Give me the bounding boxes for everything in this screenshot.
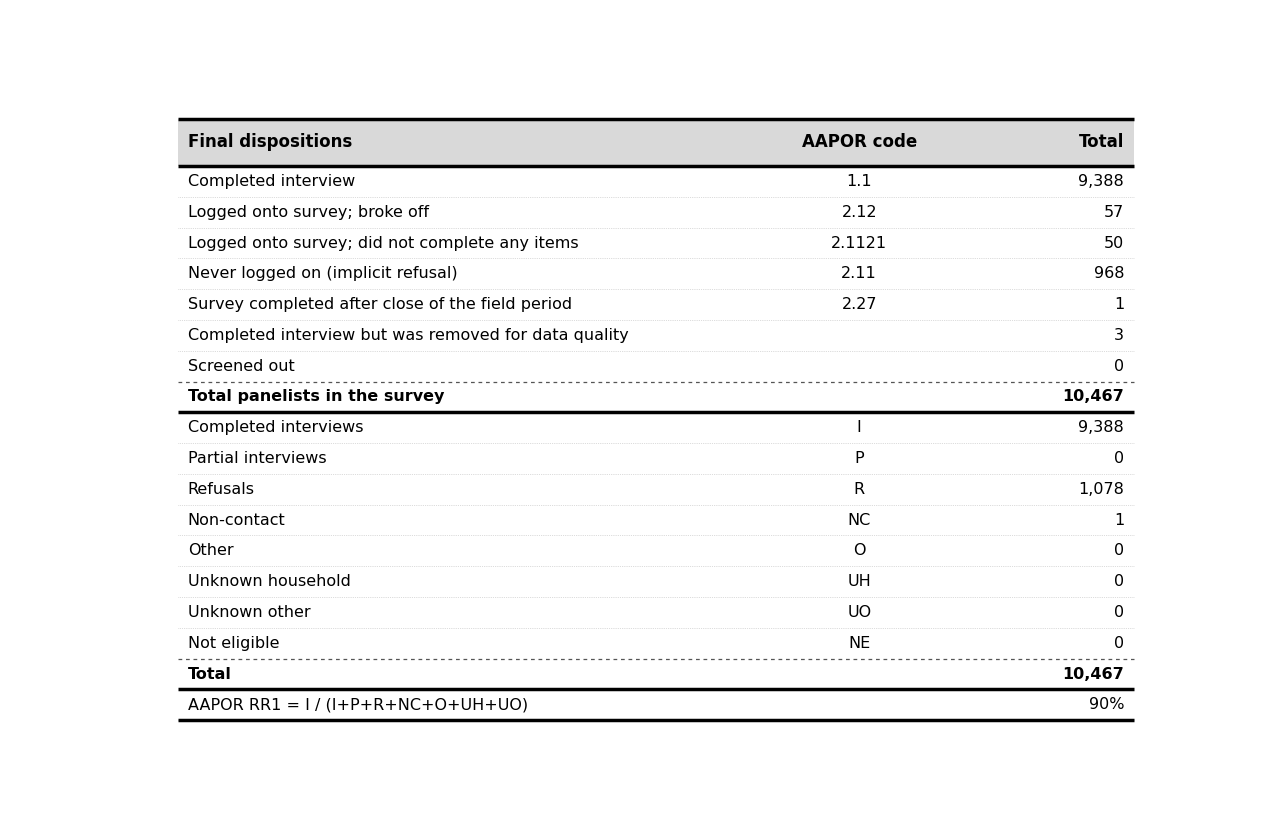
Text: Refusals: Refusals: [188, 482, 255, 496]
Text: Total panelists in the survey: Total panelists in the survey: [188, 390, 444, 404]
Bar: [178, 119, 1134, 166]
Text: Completed interview but was removed for data quality: Completed interview but was removed for …: [188, 328, 628, 343]
Text: NC: NC: [847, 513, 870, 528]
Text: Completed interviews: Completed interviews: [188, 420, 364, 435]
Text: 2.12: 2.12: [841, 205, 877, 219]
Text: 1.1: 1.1: [846, 174, 872, 189]
Text: UH: UH: [847, 574, 872, 589]
Text: 0: 0: [1114, 574, 1124, 589]
Text: P: P: [854, 451, 864, 466]
Text: Logged onto survey; broke off: Logged onto survey; broke off: [188, 205, 429, 219]
Text: Total: Total: [1079, 133, 1124, 151]
Text: NE: NE: [849, 635, 870, 651]
Text: O: O: [852, 543, 865, 558]
Text: 10,467: 10,467: [1062, 390, 1124, 404]
Text: AAPOR RR1 = I / (I+P+R+NC+O+UH+UO): AAPOR RR1 = I / (I+P+R+NC+O+UH+UO): [188, 697, 527, 713]
Text: 2.27: 2.27: [841, 297, 877, 312]
Text: 3: 3: [1114, 328, 1124, 343]
Text: Partial interviews: Partial interviews: [188, 451, 326, 466]
Text: 9,388: 9,388: [1079, 420, 1124, 435]
Text: 0: 0: [1114, 358, 1124, 374]
Text: Never logged on (implicit refusal): Never logged on (implicit refusal): [188, 266, 457, 281]
Text: 9,388: 9,388: [1079, 174, 1124, 189]
Text: Total: Total: [188, 667, 232, 681]
Text: Not eligible: Not eligible: [188, 635, 279, 651]
Text: Screened out: Screened out: [188, 358, 294, 374]
Text: Unknown household: Unknown household: [188, 574, 351, 589]
Text: 1,078: 1,078: [1078, 482, 1124, 496]
Text: 90%: 90%: [1089, 697, 1124, 713]
Text: Other: Other: [188, 543, 233, 558]
Text: Survey completed after close of the field period: Survey completed after close of the fiel…: [188, 297, 572, 312]
Text: 1: 1: [1114, 513, 1124, 528]
Text: 2.11: 2.11: [841, 266, 877, 281]
Text: Logged onto survey; did not complete any items: Logged onto survey; did not complete any…: [188, 236, 579, 251]
Text: Final dispositions: Final dispositions: [188, 133, 352, 151]
Text: R: R: [854, 482, 865, 496]
Text: 2.1121: 2.1121: [831, 236, 887, 251]
Text: 1: 1: [1114, 297, 1124, 312]
Text: 0: 0: [1114, 605, 1124, 620]
Text: Non-contact: Non-contact: [188, 513, 285, 528]
Text: 50: 50: [1103, 236, 1124, 251]
Text: 968: 968: [1093, 266, 1124, 281]
Text: Unknown other: Unknown other: [188, 605, 311, 620]
Text: AAPOR code: AAPOR code: [801, 133, 916, 151]
Text: 57: 57: [1103, 205, 1124, 219]
Text: 0: 0: [1114, 635, 1124, 651]
Text: 0: 0: [1114, 543, 1124, 558]
Text: I: I: [856, 420, 861, 435]
Text: UO: UO: [847, 605, 872, 620]
Text: 0: 0: [1114, 451, 1124, 466]
Text: Completed interview: Completed interview: [188, 174, 355, 189]
Text: 10,467: 10,467: [1062, 667, 1124, 681]
